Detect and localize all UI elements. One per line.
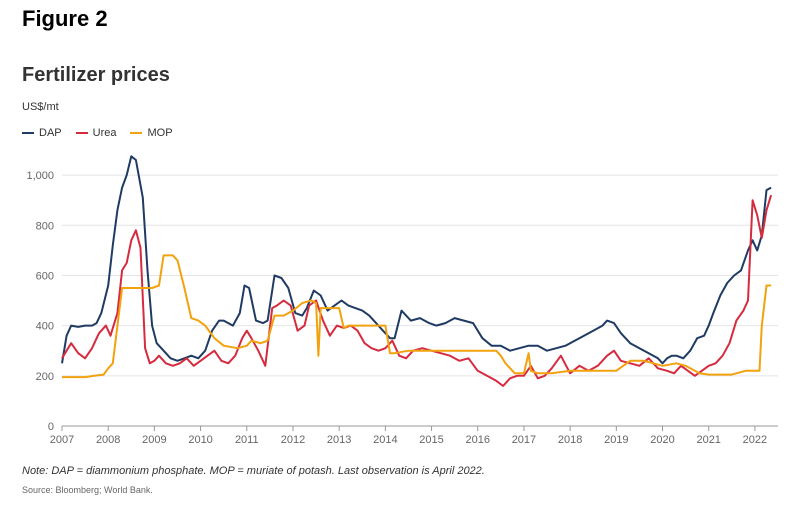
y-tick-label: 600: [36, 270, 54, 282]
y-tick-label: 0: [48, 421, 54, 433]
x-tick-label: 2020: [650, 434, 674, 446]
series-line-urea: [61, 194, 773, 387]
x-tick-label: 2017: [512, 434, 536, 446]
x-tick-label: 2007: [50, 434, 74, 446]
legend: DAP Urea MOP: [22, 127, 187, 139]
legend-item-mop: MOP: [130, 127, 173, 139]
x-tick-label: 2015: [419, 434, 443, 446]
x-tick-label: 2012: [281, 434, 305, 446]
x-tick-label: 2009: [142, 434, 166, 446]
x-tick-label: 2016: [465, 434, 489, 446]
legend-swatch-urea: [75, 132, 88, 134]
y-tick-label: 1,000: [26, 170, 54, 182]
legend-swatch-dap: [22, 132, 34, 134]
x-tick-label: 2021: [696, 434, 720, 446]
x-tick-label: 2019: [604, 434, 628, 446]
x-tick-label: 2011: [235, 434, 259, 446]
x-tick-label: 2013: [327, 434, 351, 446]
legend-item-urea: Urea: [75, 127, 117, 139]
figure-label: Figure 2: [22, 6, 108, 31]
series-line-dap: [61, 155, 772, 365]
x-tick-label: 2022: [743, 434, 767, 446]
legend-item-dap: DAP: [22, 127, 62, 139]
legend-swatch-mop: [130, 132, 143, 134]
y-axis-unit-label: US$/mt: [22, 101, 59, 113]
legend-label-mop: MOP: [147, 127, 173, 139]
chart-title: Fertilizer prices: [22, 64, 170, 86]
chart-source: Source: Bloomberg; World Bank.: [22, 485, 153, 495]
chart-note: Note: DAP = diammonium phosphate. MOP = …: [22, 465, 485, 477]
y-tick-label: 200: [36, 371, 54, 383]
x-tick-label: 2018: [558, 434, 582, 446]
legend-label-dap: DAP: [39, 127, 62, 139]
x-tick-label: 2008: [96, 434, 120, 446]
x-tick-label: 2010: [188, 434, 212, 446]
x-tick-label: 2014: [373, 434, 397, 446]
series-line-mop: [62, 254, 772, 379]
legend-label-urea: Urea: [92, 127, 117, 139]
y-tick-label: 400: [36, 321, 54, 333]
y-tick-label: 800: [36, 220, 54, 232]
